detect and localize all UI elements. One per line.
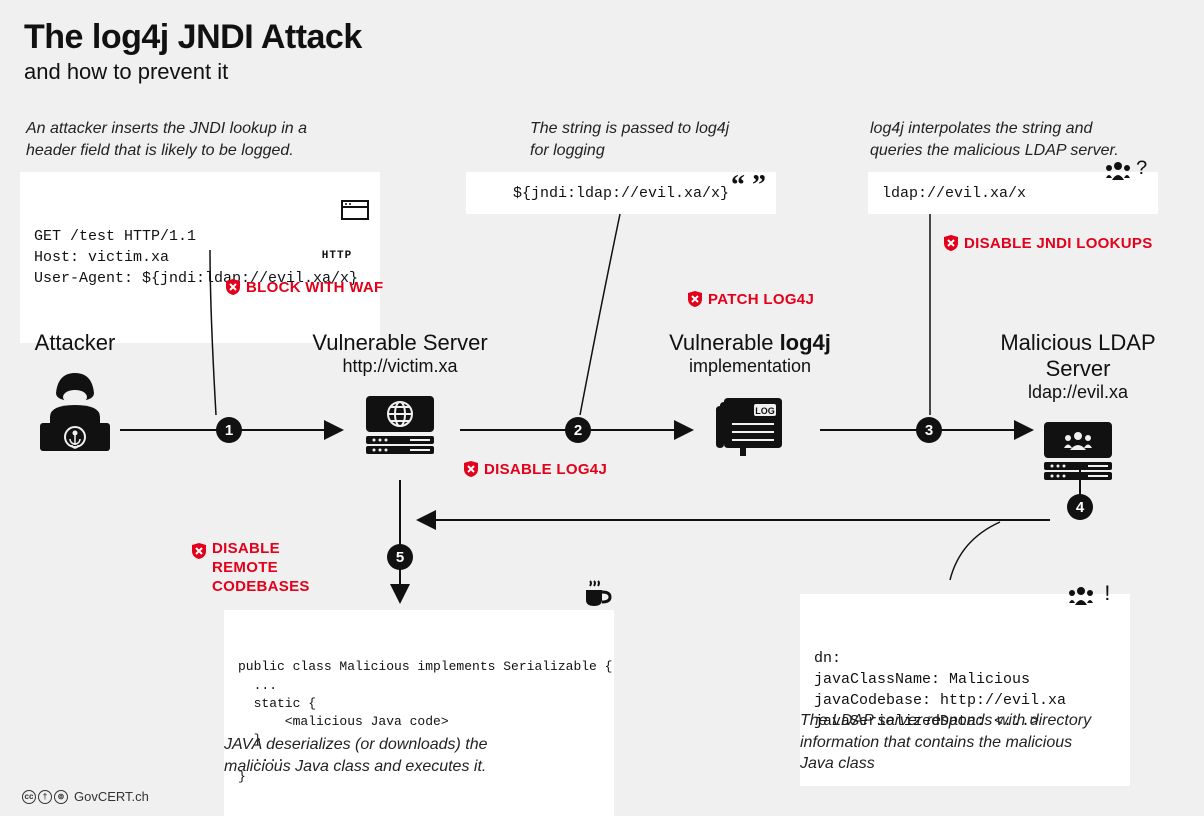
caption-step5: JAVA deserializes (or downloads) the mal… (224, 734, 564, 777)
step-4: 4 (1067, 494, 1093, 520)
codebox-java-class: public class Malicious implements Serial… (224, 610, 614, 816)
step-5: 5 (387, 544, 413, 570)
step-3: 3 (916, 417, 942, 443)
users-response-icon: ! (1065, 580, 1114, 611)
step-1: 1 (216, 417, 242, 443)
step-2: 2 (565, 417, 591, 443)
footer: cc†⊚ GovCERT.ch (22, 789, 149, 804)
caption-step4: The LDAP server responds with directory … (800, 710, 1140, 775)
java-coffee-icon (580, 576, 612, 615)
cc-icons: cc†⊚ (22, 790, 68, 804)
footer-credit: GovCERT.ch (74, 789, 149, 804)
